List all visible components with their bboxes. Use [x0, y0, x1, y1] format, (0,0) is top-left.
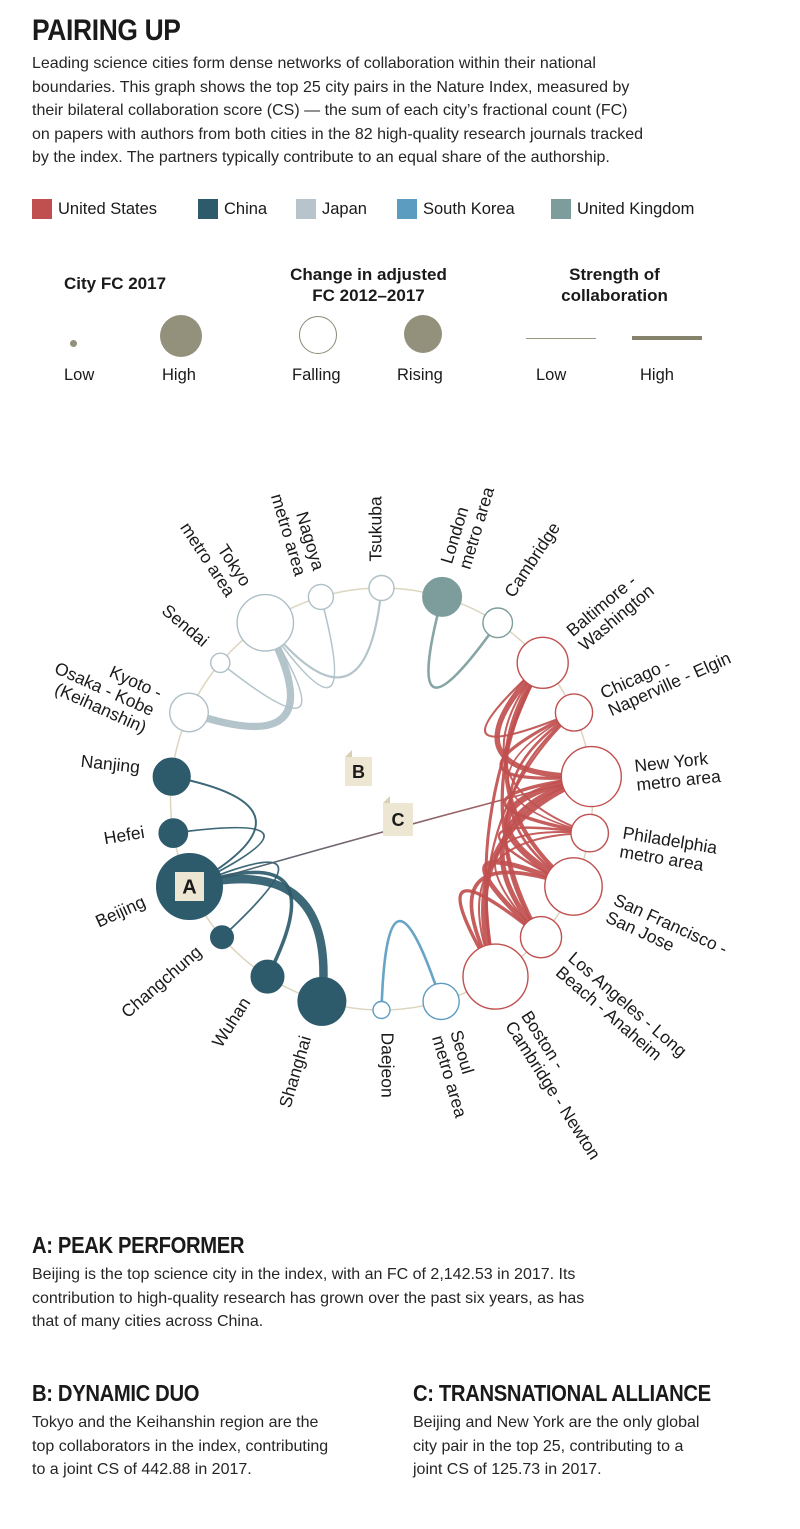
- svg-text:Wuhan: Wuhan: [208, 994, 255, 1051]
- svg-text:Tsukuba: Tsukuba: [366, 496, 386, 561]
- svg-text:Tokyometro area: Tokyometro area: [176, 508, 255, 600]
- svg-text:Baltimore -Washington: Baltimore -Washington: [562, 566, 657, 655]
- svg-text:Seoulmetro area: Seoulmetro area: [428, 1028, 489, 1120]
- svg-text:New Yorkmetro area: New Yorkmetro area: [633, 747, 722, 795]
- svg-text:Sendai: Sendai: [158, 600, 213, 650]
- svg-text:Changchung: Changchung: [117, 942, 205, 1022]
- svg-text:Philadelphiametro area: Philadelphiametro area: [618, 823, 719, 877]
- svg-text:Los Angeles - LongBeach - Anah: Los Angeles - LongBeach - Anaheim: [552, 948, 691, 1076]
- svg-text:Londonmetro area: Londonmetro area: [436, 479, 498, 572]
- svg-text:Daejeon: Daejeon: [378, 1033, 398, 1098]
- svg-text:Shanghai: Shanghai: [275, 1033, 315, 1110]
- svg-text:Hefei: Hefei: [102, 822, 146, 848]
- svg-text:Kyoto -Osaka - Kobe(Keihanshin: Kyoto -Osaka - Kobe(Keihanshin): [44, 640, 166, 737]
- svg-text:Beijing: Beijing: [92, 891, 148, 931]
- svg-text:San Francisco -San Jose: San Francisco -San Jose: [603, 890, 731, 976]
- svg-text:Chicago -Naperville - Elgin: Chicago -Naperville - Elgin: [597, 630, 734, 720]
- svg-text:A: A: [182, 877, 196, 899]
- svg-text:Nanjing: Nanjing: [80, 751, 141, 777]
- svg-text:Boston -Cambridge - Newton: Boston -Cambridge - Newton: [501, 1007, 621, 1163]
- svg-text:Cambridge: Cambridge: [500, 519, 564, 601]
- svg-text:B: B: [352, 762, 365, 782]
- svg-text:C: C: [392, 810, 405, 830]
- svg-text:Nagoyametro area: Nagoyametro area: [267, 486, 329, 579]
